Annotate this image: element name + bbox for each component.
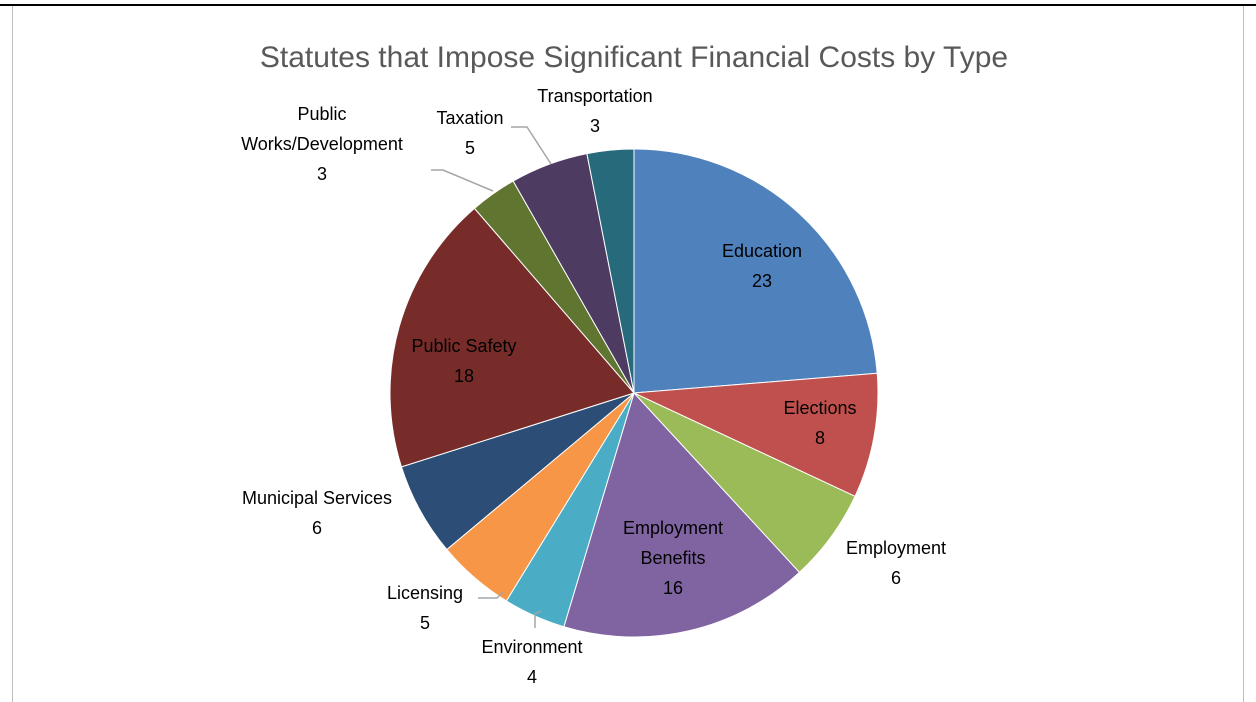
top-border [0,4,1256,6]
leader-line-environment [534,610,542,628]
leader-line-public-works-development [431,169,494,192]
right-border [1243,6,1244,702]
slice-public-safety [389,207,635,468]
data-label-employment-benefits: Employment Benefits 16 [623,518,723,598]
pie-slices [389,148,879,638]
left-border [12,6,13,702]
chart-title: Statutes that Impose Significant Financi… [260,41,1008,74]
data-label-environment: Environment 4 [481,637,582,687]
data-labels: Education 23 Elections 8 Employment 6 Employme… [241,86,946,687]
data-label-transportation: Transportation 3 [537,86,652,136]
slice-education [633,148,878,394]
leader-line-taxation [511,126,552,165]
slice-transportation [586,148,635,394]
data-label-employment: Employment 6 [846,538,946,588]
data-label-education: Education 23 [722,241,802,291]
leader-line-licensing [478,591,504,599]
data-label-taxation: Taxation 5 [436,108,503,158]
slice-employment-benefits [563,392,801,638]
data-label-public-works-development: Public Works/Development 3 [241,104,403,184]
slice-elections [632,372,879,497]
leader-lines [431,126,552,628]
data-label-elections: Elections 8 [783,398,856,448]
data-label-municipal-services: Municipal Services 6 [242,488,392,538]
data-label-licensing: Licensing 5 [387,583,463,633]
data-label-public-safety: Public Safety 18 [411,336,516,386]
